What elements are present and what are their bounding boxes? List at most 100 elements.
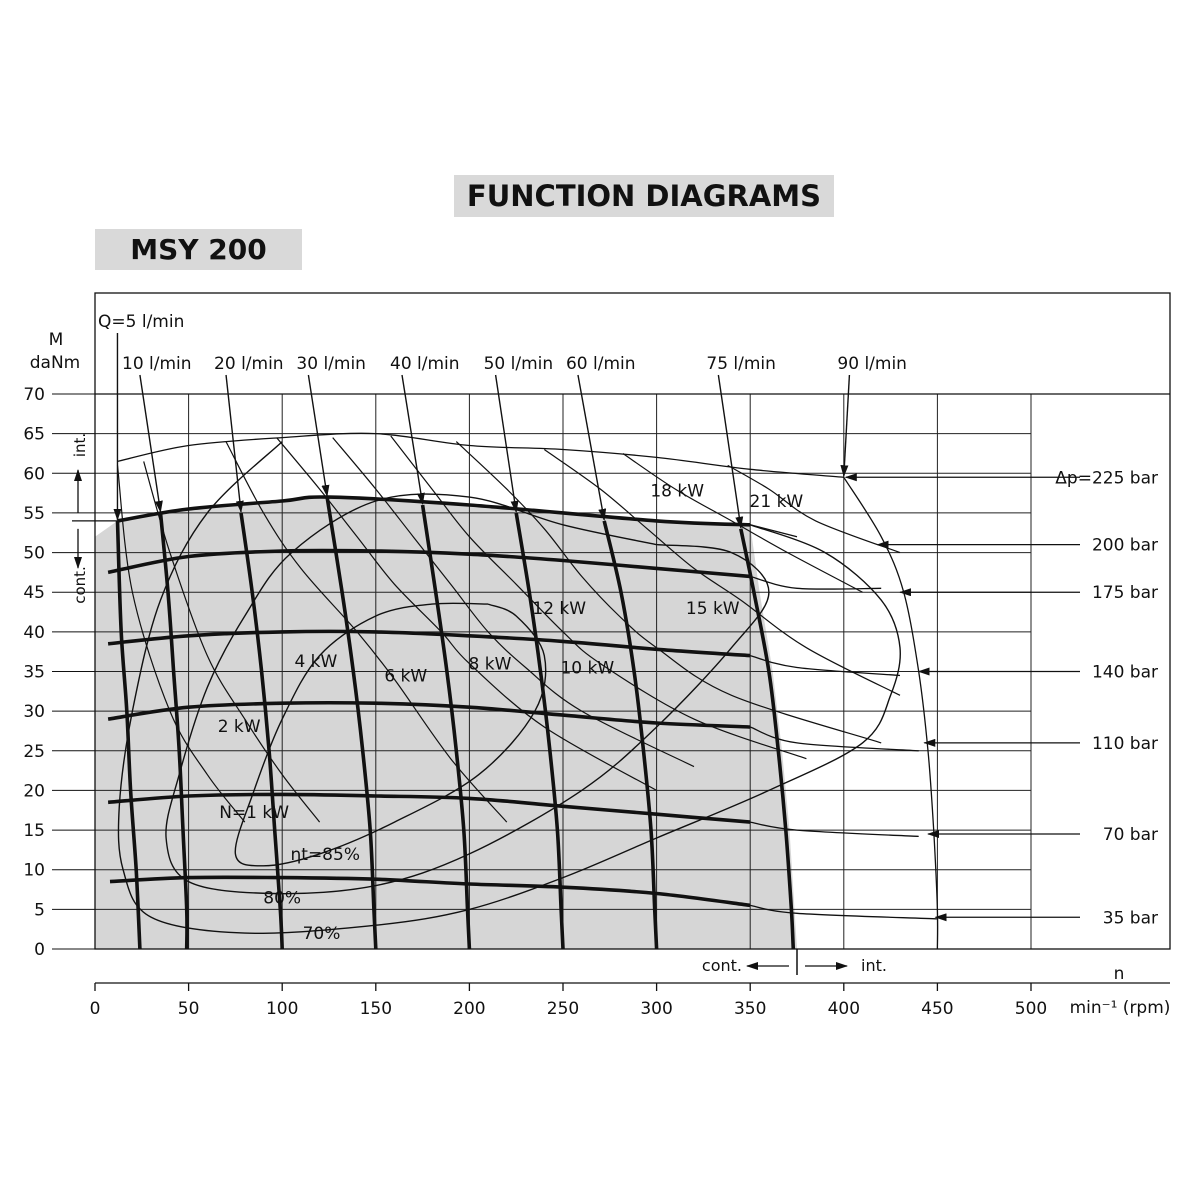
- pressure-curve-140-bar-int: [750, 654, 901, 677]
- y-tick-label-25: 25: [23, 742, 45, 762]
- x-tick-label-500: 500: [1015, 999, 1047, 1019]
- flow-label-30-l-min: 30 l/min: [296, 354, 366, 374]
- y-tick-label-10: 10: [23, 861, 45, 881]
- x-tick-label-350: 350: [734, 999, 766, 1019]
- y-tick-label-30: 30: [23, 702, 45, 722]
- pressure-label-35-bar: 35 bar: [1103, 908, 1158, 928]
- flow-curve-50-l-min: [514, 512, 565, 950]
- efficiency-curve-70: [117, 441, 901, 935]
- power-label-10-kw: 10 kW: [560, 659, 614, 679]
- flow-label-q-5-l-min: Q=5 l/min: [98, 312, 184, 332]
- pressure-curve-35-bar: [109, 875, 751, 908]
- flow-arrow-20-l-min: [225, 374, 244, 513]
- pressure-curve-70-bar-int: [750, 821, 919, 838]
- y-tick-label-40: 40: [23, 623, 45, 643]
- efficiency-label-t-85: ηt=85%: [291, 845, 360, 865]
- power-label-18-kw: 18 kW: [650, 482, 704, 502]
- pressure-curve-110-bar-int: [749, 726, 919, 752]
- y-axis-unit: daNm: [30, 353, 81, 373]
- power-label-15-kw: 15 kW: [686, 599, 740, 619]
- x-tick-label-300: 300: [640, 999, 672, 1019]
- pressure-curve-35-bar-int: [750, 904, 938, 920]
- y-tick-label-60: 60: [23, 464, 45, 484]
- x-tick-label-450: 450: [921, 999, 953, 1019]
- power-label-6-kw: 6 kW: [384, 666, 427, 686]
- x-tick-label-100: 100: [266, 999, 298, 1019]
- pressure-curve-200-bar: [117, 495, 751, 527]
- flow-arrow-30-l-min: [307, 374, 330, 498]
- speed-cont-label: cont.: [702, 956, 742, 975]
- efficiency-curve-80: [165, 493, 770, 895]
- flow-arrow-40-l-min: [401, 374, 425, 505]
- power-curve-2-kw: [143, 461, 321, 823]
- flow-label-60-l-min: 60 l/min: [566, 354, 636, 374]
- x-tick-label-400: 400: [828, 999, 860, 1019]
- plot-frame: [94, 292, 1171, 950]
- y-tick-label-50: 50: [23, 544, 45, 564]
- flow-arrow-75-l-min: [717, 374, 744, 529]
- power-curve-10-kw: [390, 435, 807, 760]
- flow-curve-30-l-min: [325, 496, 378, 950]
- flow-curve-10-l-min: [158, 512, 189, 950]
- pressure-curve-200-bar-int: [750, 524, 798, 538]
- flow-arrow-50-l-min: [494, 374, 519, 513]
- flow-label-20-l-min: 20 l/min: [214, 354, 284, 374]
- efficiency-label-80: 80%: [263, 888, 301, 908]
- power-label-21-kw: 21 kW: [750, 492, 804, 512]
- y-tick-label-65: 65: [23, 425, 45, 445]
- power-curve-18-kw: [622, 453, 863, 593]
- x-tick-label-200: 200: [453, 999, 485, 1019]
- efficiency-label-70: 70%: [303, 924, 341, 944]
- power-label-12-kw: 12 kW: [532, 599, 586, 619]
- flow-curve-75-l-min: [739, 528, 796, 950]
- pressure-label-110-bar: 110 bar: [1092, 734, 1158, 754]
- pressure-label-175-bar: 175 bar: [1092, 583, 1158, 603]
- flow-arrow-90-l-min: [840, 374, 851, 478]
- pressure-label-200-bar: 200 bar: [1092, 536, 1158, 556]
- y-tick-label-70: 70: [23, 385, 45, 405]
- power-curve-n-1-kw: [116, 465, 246, 823]
- y-tick-label-0: 0: [34, 940, 45, 960]
- y-tick-label-15: 15: [23, 821, 45, 841]
- continuous-region: [95, 497, 797, 949]
- x-axis-unit: min⁻¹ (rpm): [1070, 998, 1171, 1018]
- torque-int-label: int.: [71, 433, 89, 457]
- power-curve-21-kw: [727, 464, 901, 554]
- torque-cont-label: cont.: [71, 566, 89, 604]
- page-title: FUNCTION DIAGRAMS: [454, 175, 834, 217]
- model-title: MSY 200: [95, 229, 302, 270]
- x-tick-label-150: 150: [360, 999, 392, 1019]
- y-axis-symbol: M: [49, 330, 64, 350]
- flow-curve-60-l-min: [602, 520, 659, 950]
- power-label-4-kw: 4 kW: [294, 652, 337, 672]
- pressure-label-p-225-bar: Δp=225 bar: [1055, 468, 1158, 488]
- x-tick-label-50: 50: [178, 999, 200, 1019]
- y-tick-label-55: 55: [23, 504, 45, 524]
- pressure-curve-140-bar: [107, 629, 751, 658]
- flow-label-75-l-min: 75 l/min: [706, 354, 776, 374]
- flow-label-50-l-min: 50 l/min: [484, 354, 554, 374]
- power-label-8-kw: 8 kW: [469, 655, 512, 675]
- flow-label-90-l-min: 90 l/min: [837, 354, 907, 374]
- flow-label-10-l-min: 10 l/min: [122, 354, 192, 374]
- flow-label-40-l-min: 40 l/min: [390, 354, 460, 374]
- power-curve-12-kw: [455, 441, 882, 744]
- y-tick-label-35: 35: [23, 663, 45, 683]
- flow-arrow-10-l-min: [139, 374, 163, 513]
- flow-curve-40-l-min: [420, 504, 472, 950]
- y-tick-label-5: 5: [34, 900, 45, 920]
- x-tick-label-0: 0: [90, 999, 101, 1019]
- x-axis-symbol: n: [1114, 964, 1125, 984]
- y-tick-label-20: 20: [23, 781, 45, 801]
- power-label-2-kw: 2 kW: [218, 717, 261, 737]
- pressure-curve-175-bar: [107, 548, 751, 579]
- flow-curve-q-5-l-min: [115, 520, 142, 950]
- flow-arrow-60-l-min: [577, 374, 607, 521]
- power-label-n-1-kw: N=1 kW: [219, 803, 289, 823]
- y-tick-label-45: 45: [23, 583, 45, 603]
- flow-curve-90-l-min: [843, 476, 939, 950]
- pressure-label-70-bar: 70 bar: [1103, 825, 1158, 845]
- speed-int-label: int.: [861, 956, 887, 975]
- pressure-curve-110-bar: [107, 700, 751, 729]
